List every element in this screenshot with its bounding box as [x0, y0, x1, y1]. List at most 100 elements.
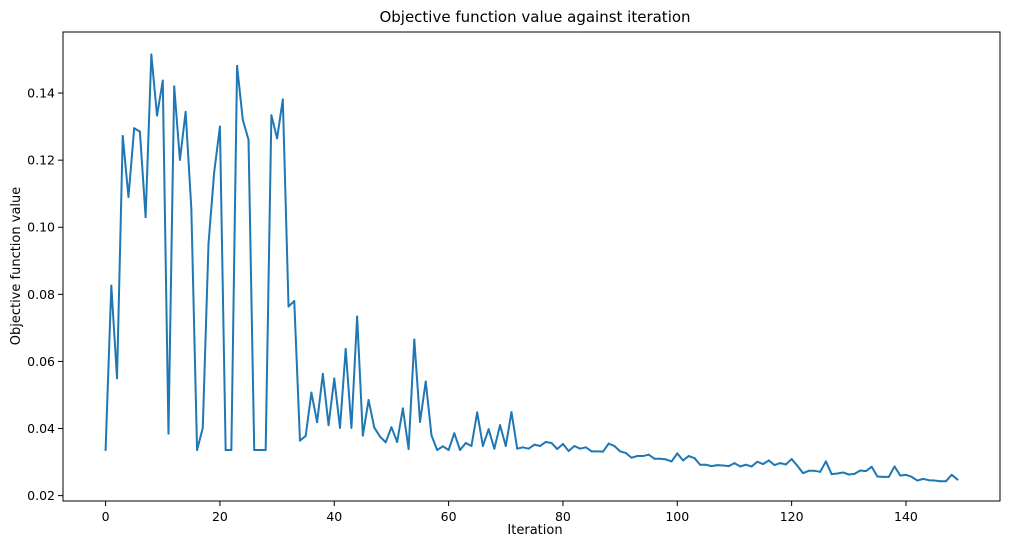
data-point	[699, 463, 702, 466]
data-point	[218, 125, 221, 128]
data-point	[213, 170, 216, 173]
data-point	[584, 446, 587, 449]
data-point	[756, 460, 759, 463]
data-point	[521, 446, 524, 449]
data-point	[893, 465, 896, 468]
data-point	[533, 443, 536, 446]
data-point	[596, 450, 599, 453]
data-point	[127, 196, 130, 199]
y-tick-label: 0.12	[27, 153, 55, 168]
data-point	[693, 457, 696, 460]
x-axis-label: Iteration	[507, 523, 562, 538]
data-point	[933, 479, 936, 482]
data-point	[910, 475, 913, 478]
y-tick-label: 0.04	[27, 421, 55, 436]
data-point	[927, 479, 930, 482]
data-point	[659, 457, 662, 460]
data-point	[590, 450, 593, 453]
data-point	[384, 441, 387, 444]
data-point	[173, 85, 176, 88]
data-point	[550, 441, 553, 444]
data-point	[396, 440, 399, 443]
data-point	[487, 428, 490, 431]
data-point	[899, 474, 902, 477]
data-point	[161, 79, 164, 82]
data-point	[344, 348, 347, 351]
data-point	[687, 455, 690, 458]
data-point	[807, 469, 810, 472]
data-point	[601, 450, 604, 453]
data-point	[258, 449, 261, 452]
data-point	[944, 480, 947, 483]
data-point	[779, 462, 782, 465]
x-axis: 0 20 40 60 80 100 120 140	[102, 501, 918, 524]
data-point	[796, 464, 799, 467]
data-point	[270, 114, 273, 117]
data-point	[739, 465, 742, 468]
data-point	[510, 411, 513, 414]
data-point	[750, 465, 753, 468]
data-point	[201, 426, 204, 429]
data-point	[419, 420, 422, 423]
data-point	[956, 478, 959, 481]
data-point	[722, 464, 725, 467]
data-point	[190, 207, 193, 210]
data-point	[321, 372, 324, 375]
data-point	[853, 472, 856, 475]
data-point	[950, 473, 953, 476]
data-point	[316, 421, 319, 424]
x-tick-label: 60	[441, 509, 457, 524]
data-point	[293, 300, 296, 303]
y-tick-label: 0.02	[27, 488, 55, 503]
data-point	[470, 444, 473, 447]
data-point	[813, 469, 816, 472]
data-point	[876, 475, 879, 478]
data-point	[664, 458, 667, 461]
data-point	[624, 452, 627, 455]
data-point	[939, 480, 942, 483]
data-point	[464, 441, 467, 444]
data-point	[716, 464, 719, 467]
data-point	[367, 399, 370, 402]
data-point	[784, 463, 787, 466]
data-point	[133, 127, 136, 130]
data-point	[350, 426, 353, 429]
data-point	[138, 130, 141, 133]
data-point	[184, 110, 187, 113]
data-point	[710, 465, 713, 468]
data-point	[727, 465, 730, 468]
plot-area	[62, 31, 1001, 502]
data-point	[379, 435, 382, 438]
data-point	[207, 242, 210, 245]
data-point	[499, 424, 502, 427]
data-point	[539, 444, 542, 447]
x-tick-label: 80	[555, 509, 571, 524]
data-point	[544, 440, 547, 443]
x-tick-label: 140	[894, 509, 918, 524]
data-point	[607, 442, 610, 445]
data-point	[247, 138, 250, 141]
data-point	[481, 444, 484, 447]
data-point	[121, 134, 124, 137]
data-point	[762, 463, 765, 466]
data-point	[847, 473, 850, 476]
data-point	[241, 118, 244, 121]
data-point	[196, 449, 199, 452]
data-point	[773, 464, 776, 467]
data-point	[916, 479, 919, 482]
data-point	[338, 426, 341, 429]
data-point	[493, 447, 496, 450]
data-point	[333, 377, 336, 380]
data-point	[870, 465, 873, 468]
data-point	[670, 460, 673, 463]
y-tick-label: 0.14	[27, 86, 55, 101]
x-tick-label: 40	[326, 509, 342, 524]
data-point	[373, 426, 376, 429]
data-point	[922, 477, 925, 480]
data-point	[676, 452, 679, 455]
data-point	[144, 216, 147, 219]
data-point	[579, 447, 582, 450]
data-point	[407, 448, 410, 451]
data-point	[390, 426, 393, 429]
